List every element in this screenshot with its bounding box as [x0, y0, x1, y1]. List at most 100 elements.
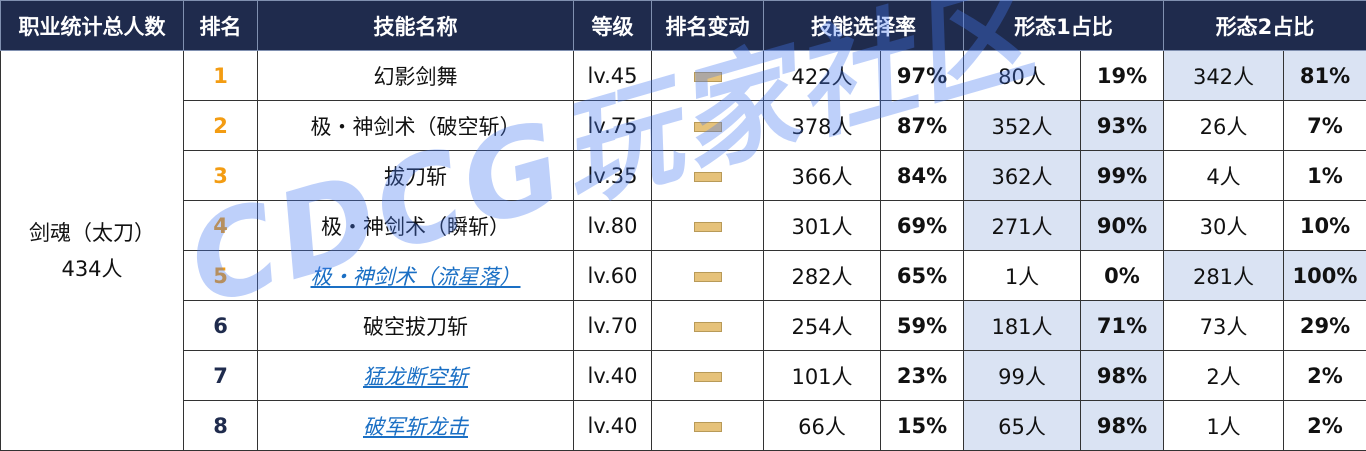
change-cell: [651, 150, 764, 201]
form1-pct-cell: 98%: [1080, 350, 1164, 401]
count-cell: 378人: [763, 100, 881, 151]
level-cell: lv.45: [573, 50, 652, 101]
count-cell: 301人: [763, 200, 881, 251]
header-cell: 技能选择率: [763, 0, 964, 51]
change-icon: [693, 121, 722, 132]
level-cell: lv.40: [573, 350, 652, 401]
form2-count-cell: 342人: [1163, 50, 1284, 101]
form2-count-cell: 281人: [1163, 250, 1284, 301]
form2-count-cell: 26人: [1163, 100, 1284, 151]
form1-pct-cell: 71%: [1080, 300, 1164, 351]
skill-cell: 极・神剑术（流星落）: [257, 250, 574, 301]
rate-cell: 65%: [880, 250, 964, 301]
rate-cell: 87%: [880, 100, 964, 151]
form1-pct-cell: 93%: [1080, 100, 1164, 151]
change-cell: [651, 350, 764, 401]
count-cell: 282人: [763, 250, 881, 301]
skill-cell: 幻影剑舞: [257, 50, 574, 101]
rate-cell: 69%: [880, 200, 964, 251]
form1-pct-cell: 98%: [1080, 400, 1164, 451]
header-cell: 形态1占比: [963, 0, 1164, 51]
table-row: 剑魂（太刀） 434人 1 幻影剑舞 lv.45 422人 97% 80人 19% 342人 81%: [0, 50, 1366, 451]
rate-cell: 84%: [880, 150, 964, 201]
count-cell: 422人: [763, 50, 881, 101]
header-cell: 技能名称: [257, 0, 574, 51]
form1-pct-cell: 0%: [1080, 250, 1164, 301]
profession-total: 434人: [61, 256, 123, 281]
form2-pct-cell: 7%: [1283, 100, 1366, 151]
form2-count-cell: 4人: [1163, 150, 1284, 201]
change-cell: [651, 100, 764, 151]
rank-cell: 5: [183, 250, 258, 301]
rank-cell: 6: [183, 300, 258, 351]
count-cell: 101人: [763, 350, 881, 401]
level-cell: lv.70: [573, 300, 652, 351]
table-row: 4 极・神剑术（瞬斩） lv.80 301人 69% 271人 90% 30人 10%: [1, 200, 1366, 251]
form2-count-cell: 30人: [1163, 200, 1284, 251]
form1-pct-cell: 19%: [1080, 50, 1164, 101]
table-body: 剑魂（太刀） 434人 1 幻影剑舞 lv.45 422人 97% 80人 19% 342人 81%…: [0, 50, 1366, 451]
level-cell: lv.75: [573, 100, 652, 151]
form2-pct-cell: 1%: [1283, 150, 1366, 201]
change-icon: [693, 171, 722, 182]
change-cell: [651, 250, 764, 301]
form1-pct-cell: 90%: [1080, 200, 1164, 251]
rate-cell: 59%: [880, 300, 964, 351]
skill-cell: 破空拔刀斩: [257, 300, 574, 351]
change-icon: [693, 321, 722, 332]
header-cell: 职业统计总人数: [0, 0, 184, 51]
change-icon: [693, 371, 722, 382]
form2-pct-cell: 10%: [1283, 200, 1366, 251]
rate-cell: 15%: [880, 400, 964, 451]
skill-name: 极・神剑术（破空斩）: [310, 114, 521, 139]
count-cell: 254人: [763, 300, 881, 351]
rank-cell: 7: [183, 350, 258, 401]
table-row: 7 猛龙断空斩 lv.40 101人 23% 99人 98% 2人 2%: [1, 350, 1366, 401]
skill-link[interactable]: 猛龙断空斩: [363, 364, 468, 389]
skill-cell: 猛龙断空斩: [257, 350, 574, 401]
form1-count-cell: 181人: [963, 300, 1081, 351]
table-row: 3 拔刀斩 lv.35 366人 84% 362人 99% 4人 1%: [1, 150, 1366, 201]
form1-count-cell: 80人: [963, 50, 1081, 101]
table-row: 2 极・神剑术（破空斩） lv.75 378人 87% 352人 93% 26人 7%: [1, 100, 1366, 151]
form1-count-cell: 65人: [963, 400, 1081, 451]
skill-name: 极・神剑术（瞬斩）: [321, 214, 510, 239]
form2-count-cell: 73人: [1163, 300, 1284, 351]
level-cell: lv.40: [573, 400, 652, 451]
header-cell: 排名: [183, 0, 258, 51]
table-row: 6 破空拔刀斩 lv.70 254人 59% 181人 71% 73人 29%: [1, 300, 1366, 351]
form1-count-cell: 271人: [963, 200, 1081, 251]
table-row: 8 破军斩龙击 lv.40 66人 15% 65人 98% 1人 2%: [1, 400, 1366, 451]
skill-name: 破空拔刀斩: [363, 314, 468, 339]
skill-link[interactable]: 极・神剑术（流星落）: [310, 264, 521, 289]
skill-cell: 拔刀斩: [257, 150, 574, 201]
change-cell: [651, 50, 764, 101]
form1-count-cell: 1人: [963, 250, 1081, 301]
rate-cell: 23%: [880, 350, 964, 401]
form2-count-cell: 1人: [1163, 400, 1284, 451]
change-icon: [693, 221, 722, 232]
header-cell: 形态2占比: [1163, 0, 1366, 51]
form2-count-cell: 2人: [1163, 350, 1284, 401]
form2-pct-cell: 29%: [1283, 300, 1366, 351]
form2-pct-cell: 81%: [1283, 50, 1366, 101]
skill-cell: 极・神剑术（破空斩）: [257, 100, 574, 151]
form1-pct-cell: 99%: [1080, 150, 1164, 201]
form1-count-cell: 352人: [963, 100, 1081, 151]
count-cell: 66人: [763, 400, 881, 451]
rank-cell: 3: [183, 150, 258, 201]
skill-cell: 极・神剑术（瞬斩）: [257, 200, 574, 251]
skill-link[interactable]: 破军斩龙击: [363, 414, 468, 439]
level-cell: lv.35: [573, 150, 652, 201]
level-cell: lv.80: [573, 200, 652, 251]
skill-name: 拔刀斩: [384, 164, 447, 189]
rank-cell: 4: [183, 200, 258, 251]
change-cell: [651, 200, 764, 251]
table-row: 5 极・神剑术（流星落） lv.60 282人 65% 1人 0% 281人 100%: [1, 250, 1366, 301]
profession-name: 剑魂（太刀）: [29, 220, 155, 245]
header-cell: 等级: [573, 0, 652, 51]
rank-cell: 1: [183, 50, 258, 101]
header-row: 职业统计总人数 排名 技能名称 等级 排名变动 技能选择率 形态1占比 形态2占比: [0, 0, 1366, 51]
rank-cell: 8: [183, 400, 258, 451]
